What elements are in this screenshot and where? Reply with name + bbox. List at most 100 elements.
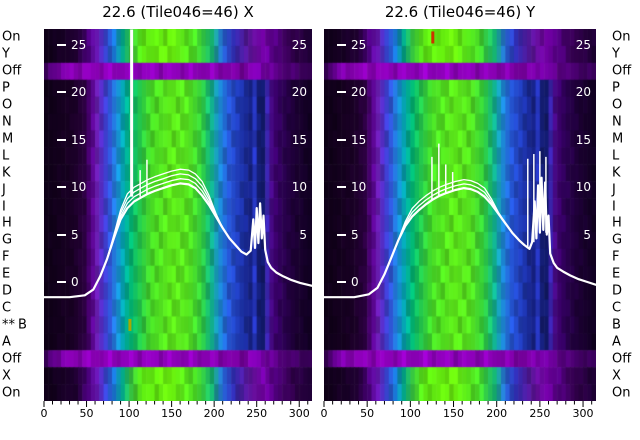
- row-label-text: N: [2, 114, 12, 130]
- y-tick-label: 5: [57, 229, 79, 241]
- row-label-right-text: B: [612, 317, 621, 333]
- y-tick-dash: [337, 91, 346, 94]
- row-label-left: X: [2, 369, 11, 382]
- row-label-text: Off: [2, 63, 22, 79]
- row-label-left: A: [2, 335, 11, 348]
- row-label-right-text: D: [612, 283, 623, 299]
- row-label-right-text: Y: [612, 46, 620, 62]
- y-tick-value: 25: [351, 38, 367, 52]
- row-label-right: Y: [612, 48, 620, 61]
- row-label-left: Off: [2, 352, 21, 365]
- row-label-right-text: L: [612, 148, 620, 164]
- x-tick-label-text: 50: [79, 407, 94, 420]
- x-tick-label: 100: [400, 408, 421, 419]
- row-label-right-text: H: [612, 215, 622, 231]
- x-tick-label-text: 250: [529, 407, 551, 420]
- row-label-right-text: C: [612, 300, 622, 316]
- x-tick-label: 300: [289, 408, 310, 419]
- row-label-text: J: [2, 182, 6, 198]
- row-label-right: On: [612, 31, 630, 44]
- y-tick-label: 25: [57, 39, 86, 51]
- row-label-text: A: [2, 334, 11, 350]
- y-tick-label: 0: [57, 276, 79, 288]
- y-tick-value: 5: [351, 227, 359, 242]
- x-tick-label-text: 0: [40, 407, 48, 420]
- y-tick-label: 10: [57, 181, 86, 193]
- row-label-right: M: [612, 132, 623, 145]
- x-tick-label: 50: [80, 408, 94, 419]
- row-label-left: C: [2, 302, 11, 315]
- row-label-text: H: [2, 215, 12, 231]
- y-tick-value: 5: [71, 227, 79, 242]
- y-tick-dash: [337, 233, 346, 236]
- y-tick-label: 25: [337, 39, 366, 51]
- y-tick-value: 25: [71, 38, 87, 52]
- row-label-right: F: [612, 251, 619, 264]
- row-label-text: C: [2, 300, 12, 316]
- row-label-left: F: [2, 251, 9, 264]
- y-tick-value: 10: [71, 180, 87, 195]
- row-label-left: On: [2, 386, 20, 399]
- x-tick-label-text: 200: [486, 407, 508, 420]
- row-label-left: M: [2, 132, 13, 145]
- row-label-text: D: [2, 283, 13, 299]
- row-label-right-text: On: [612, 29, 631, 45]
- row-label-right-text: G: [612, 232, 623, 248]
- row-label-right: X: [612, 369, 621, 382]
- row-label-left: J: [2, 183, 6, 196]
- row-label-text: G: [2, 232, 13, 248]
- row-label-left: H: [2, 217, 12, 230]
- row-label-left: On: [2, 31, 20, 44]
- row-label-left: G: [2, 234, 12, 247]
- y-tick-mirror-label: 20: [292, 86, 307, 98]
- y-tick-label: 10: [337, 181, 366, 193]
- row-marker: **: [2, 317, 15, 333]
- x-tick-label-text: 150: [161, 407, 183, 420]
- row-label-text: M: [2, 131, 14, 147]
- row-label-right: J: [612, 183, 616, 196]
- row-label-right: O: [612, 99, 622, 112]
- row-label-right: On: [612, 386, 630, 399]
- row-label-text: X: [2, 368, 11, 384]
- row-label-left: ** B: [2, 318, 27, 331]
- x-tick-label: 50: [360, 408, 374, 419]
- x-tick-label-text: 250: [246, 407, 268, 420]
- y-tick-dash: [337, 138, 346, 141]
- x-tick-label-text: 300: [288, 407, 310, 420]
- row-label-right: N: [612, 116, 622, 129]
- y-tick-mirror-label: 25: [292, 39, 307, 51]
- row-label-text: F: [2, 249, 10, 265]
- y-tick-dash: [57, 91, 66, 94]
- x-tick-label-text: 150: [443, 407, 465, 420]
- row-label-right: D: [612, 285, 622, 298]
- y-tick-mirror-label-text: 5: [583, 227, 591, 242]
- row-label-right: Off: [612, 352, 631, 365]
- y-tick-mirror-label: 15: [576, 134, 591, 146]
- row-label-text: O: [2, 97, 13, 113]
- y-tick-value: 10: [351, 180, 367, 195]
- y-tick-dash: [57, 44, 66, 46]
- row-label-right-text: I: [612, 199, 616, 215]
- row-label-right: K: [612, 166, 621, 179]
- row-label-text: Y: [2, 46, 10, 62]
- row-label-left: I: [2, 200, 6, 213]
- x-tick-label: 100: [119, 408, 140, 419]
- row-label-left: O: [2, 99, 12, 112]
- y-tick-mirror-label: 10: [576, 181, 591, 193]
- y-tick-mirror-label-text: 25: [575, 38, 591, 52]
- x-tick-label: 150: [161, 408, 182, 419]
- y-tick-dash: [57, 138, 66, 141]
- row-label-left: N: [2, 116, 12, 129]
- row-label-right: C: [612, 302, 621, 315]
- row-label-right: I: [612, 200, 616, 213]
- row-label-text: Off: [2, 351, 22, 367]
- y-tick-dash: [57, 186, 66, 189]
- row-label-right-text: On: [612, 385, 631, 401]
- y-tick-mirror-label: 5: [583, 229, 591, 241]
- x-tick-label-text: 200: [203, 407, 225, 420]
- row-label-left: L: [2, 149, 9, 162]
- row-label-text: E: [2, 266, 11, 282]
- row-label-right-text: M: [612, 131, 624, 147]
- x-tick-label-text: 50: [360, 407, 375, 420]
